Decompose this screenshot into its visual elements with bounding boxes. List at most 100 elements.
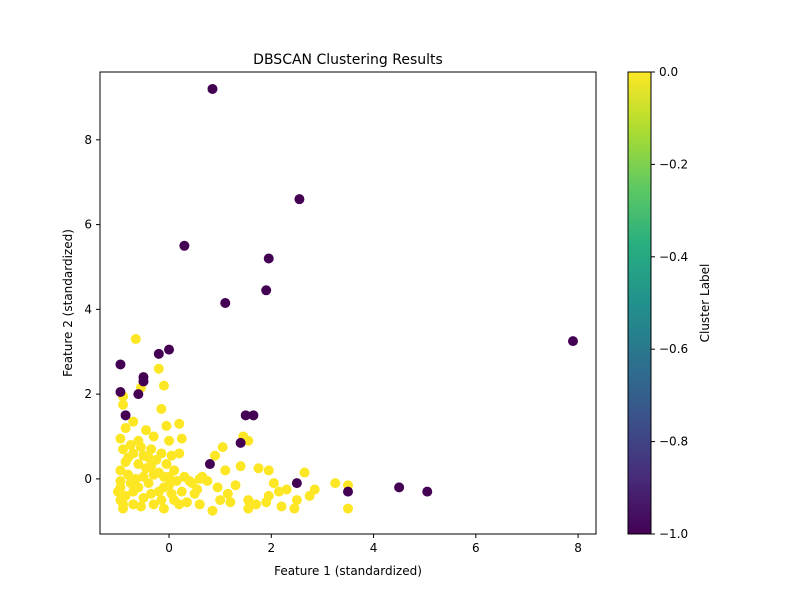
x-tick-label: 4	[370, 541, 378, 555]
data-point	[192, 484, 203, 495]
data-point	[299, 467, 310, 478]
data-point	[115, 359, 126, 370]
data-point	[291, 478, 302, 489]
data-point	[135, 501, 146, 512]
data-point	[220, 465, 231, 476]
data-point	[148, 469, 159, 480]
data-point	[291, 495, 302, 506]
colorbar-ticks: 0.0 −0.2 −0.4 −0.6 −0.8 −1.0	[651, 65, 688, 541]
data-point	[130, 334, 141, 345]
y-tick-label: 6	[84, 218, 92, 232]
data-point	[128, 486, 139, 497]
data-point	[184, 476, 195, 487]
data-point	[146, 488, 157, 499]
data-point	[120, 410, 131, 421]
data-point	[161, 459, 172, 470]
data-point	[174, 418, 185, 429]
data-point	[243, 495, 254, 506]
x-tick-label: 0	[165, 541, 173, 555]
data-point	[176, 486, 187, 497]
data-point	[276, 501, 287, 512]
data-point	[179, 240, 190, 251]
data-point	[240, 410, 251, 421]
data-point	[176, 433, 187, 444]
y-axis-label: Feature 2 (standardized)	[61, 229, 75, 377]
data-point	[141, 425, 152, 436]
data-point	[138, 492, 149, 503]
data-point	[207, 505, 218, 516]
data-point	[118, 499, 129, 510]
points-layer	[112, 83, 578, 516]
data-point	[164, 471, 175, 482]
data-point	[161, 420, 172, 431]
data-point	[164, 435, 175, 446]
data-point	[263, 253, 274, 264]
data-point	[123, 469, 134, 480]
data-point	[263, 465, 274, 476]
data-point	[174, 499, 185, 510]
data-point	[294, 194, 305, 205]
data-point	[128, 499, 139, 510]
data-point	[143, 452, 154, 463]
data-point	[243, 435, 254, 446]
data-point	[194, 473, 205, 484]
chart-title: DBSCAN Clustering Results	[253, 52, 443, 68]
data-point	[289, 503, 300, 514]
data-point	[156, 495, 167, 506]
colorbar-tick-label: −0.2	[659, 157, 688, 171]
data-point	[210, 450, 221, 461]
y-axis-ticks: 0 2 4 6 8	[84, 133, 100, 486]
y-tick-label: 0	[84, 472, 92, 486]
data-point	[153, 348, 164, 359]
data-point	[204, 459, 215, 470]
data-point	[225, 497, 236, 508]
data-point	[268, 478, 279, 489]
data-point	[222, 488, 233, 499]
x-tick-label: 6	[472, 541, 480, 555]
data-point	[273, 486, 284, 497]
data-point	[202, 476, 213, 487]
x-tick-label: 2	[267, 541, 275, 555]
data-point	[158, 482, 169, 493]
data-point	[133, 389, 144, 400]
data-point	[153, 363, 164, 374]
data-point	[174, 448, 185, 459]
data-point	[281, 484, 292, 495]
y-tick-label: 4	[84, 302, 92, 316]
data-point	[120, 490, 131, 501]
data-point	[115, 482, 126, 493]
data-point	[166, 488, 177, 499]
data-point	[148, 431, 159, 442]
x-tick-label: 8	[574, 541, 582, 555]
x-axis-label: Feature 1 (standardized)	[274, 564, 422, 578]
data-point	[171, 476, 182, 487]
data-point	[343, 486, 353, 497]
data-point	[164, 344, 175, 355]
colorbar-tick-label: −0.8	[659, 435, 688, 449]
plot-frame	[99, 71, 597, 535]
data-point	[166, 450, 177, 461]
data-point	[181, 497, 192, 508]
data-point	[158, 380, 169, 391]
x-axis-ticks: 0 2 4 6 8	[165, 534, 582, 555]
data-point	[120, 423, 131, 434]
data-point	[215, 495, 226, 506]
data-point	[156, 403, 167, 414]
data-point	[261, 497, 272, 508]
data-point	[138, 471, 149, 482]
data-point	[133, 459, 144, 470]
data-point	[156, 448, 167, 459]
data-point	[220, 298, 231, 308]
data-point	[567, 336, 578, 347]
colorbar	[627, 71, 652, 535]
data-point	[115, 387, 126, 398]
data-point	[125, 478, 136, 489]
data-point	[250, 499, 261, 510]
data-point	[248, 410, 259, 421]
data-point	[138, 376, 149, 387]
data-point	[217, 442, 228, 453]
data-point	[235, 437, 246, 448]
data-point	[123, 452, 134, 463]
data-point	[194, 499, 205, 510]
